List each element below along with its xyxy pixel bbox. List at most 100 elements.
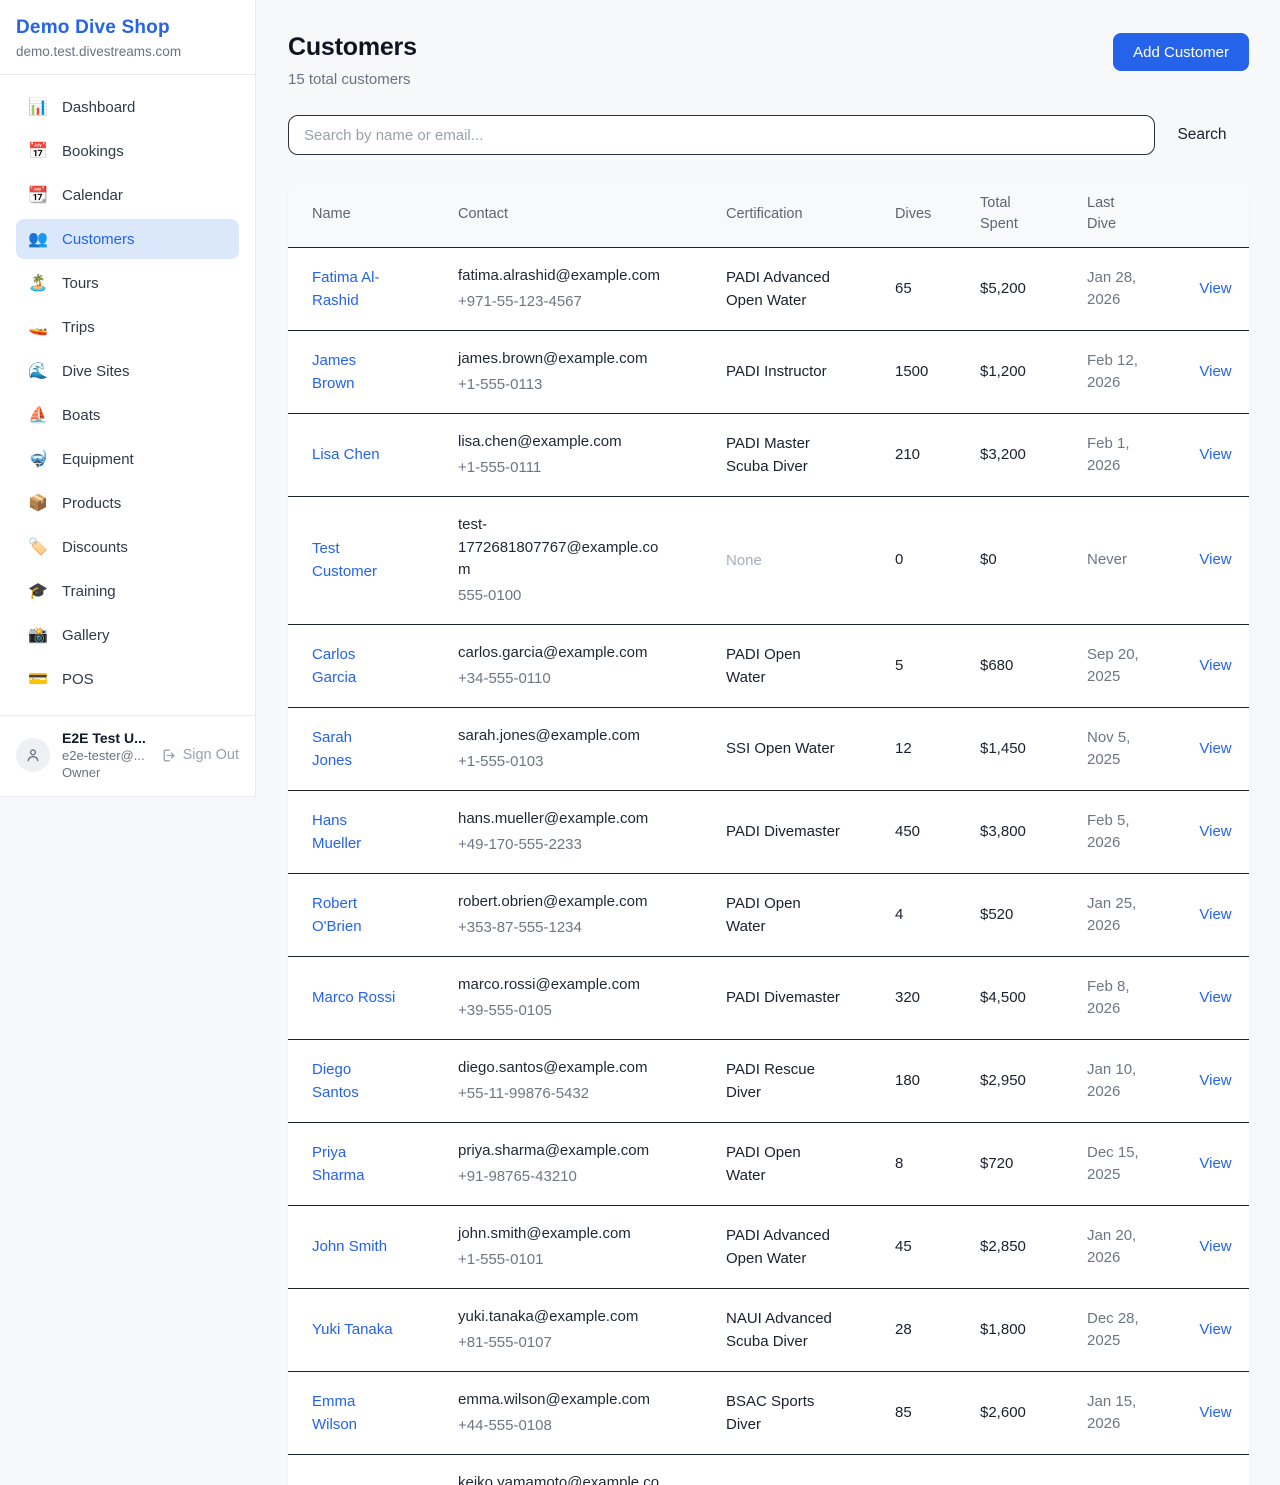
customer-name-link[interactable]: Yuki Tanaka (312, 1321, 393, 1338)
certification-cell: PADI Advanced Open Water (702, 247, 871, 331)
customer-name-link[interactable]: Marco Rossi (312, 989, 395, 1006)
view-link[interactable]: View (1199, 1403, 1232, 1421)
pos-icon: 💳 (28, 671, 48, 688)
view-link[interactable]: View (1199, 445, 1232, 463)
sign-out-icon (160, 747, 177, 764)
certification-cell: PADI Instructor (702, 330, 871, 414)
table-row: Fatima Al-Rashid fatima.alrashid@example.… (288, 247, 1249, 331)
sidebar-nav: 📊 Dashboard 📅 Bookings 📆 Calendar 👥 Customers 🏝️… (0, 75, 255, 715)
view-cell: View (1170, 1454, 1249, 1485)
customer-name-link[interactable]: Carlos Garcia (312, 646, 396, 686)
last-dive-cell: Dec 28, 2025 (1063, 1288, 1170, 1372)
dives-cell: 4 (871, 873, 956, 957)
customer-name-link[interactable]: Test Customer (312, 540, 396, 580)
view-link[interactable]: View (1199, 362, 1232, 380)
sidebar-item-label: Discounts (62, 538, 128, 556)
table-row: Emma Wilson emma.wilson@example.com +44-55… (288, 1371, 1249, 1455)
customers-table: Name Contact Certification Dives Total Spent… (288, 181, 1249, 1485)
add-customer-button[interactable]: Add Customer (1113, 33, 1249, 71)
sidebar-item-gallery[interactable]: 📸 Gallery (16, 615, 239, 655)
certification: BSAC Sports Diver (726, 1392, 815, 1433)
total-spent-cell: $680 (956, 624, 1063, 708)
view-link[interactable]: View (1199, 1320, 1232, 1338)
dives-cell: 5 (871, 624, 956, 708)
customer-name-link[interactable]: Lisa Chen (312, 446, 380, 463)
contact-cell: keiko.yamamoto@example.com+81-90-1234-56… (434, 1454, 702, 1485)
sidebar-item-dive-sites[interactable]: 🌊 Dive Sites (16, 351, 239, 391)
sidebar-item-bookings[interactable]: 📅 Bookings (16, 131, 239, 171)
table-row: Sarah Jones sarah.jones@example.com +1-555… (288, 707, 1249, 791)
name-cell: Emma Wilson (288, 1371, 434, 1455)
contact-cell: carlos.garcia@example.com +34-555-0110 (434, 624, 702, 708)
customer-phone: 555-0100 (458, 586, 522, 604)
sidebar-item-label: Tours (62, 274, 99, 292)
sidebar-item-tours[interactable]: 🏝️ Tours (16, 263, 239, 303)
view-link[interactable]: View (1199, 551, 1232, 569)
dives-cell: 210 (871, 413, 956, 497)
name-cell: Yuki Tanaka (288, 1288, 434, 1372)
last-dive: Feb 12, 2026 (1087, 351, 1138, 392)
view-link[interactable]: View (1199, 1237, 1232, 1255)
customer-name-link[interactable]: Sarah Jones (312, 729, 396, 769)
customer-name-link[interactable]: Hans Mueller (312, 812, 396, 852)
sidebar-item-discounts[interactable]: 🏷️ Discounts (16, 527, 239, 567)
view-link[interactable]: View (1199, 1071, 1232, 1089)
last-dive: Dec 15, 2025 (1087, 1143, 1139, 1184)
last-dive-cell: Jan 28, 2026 (1063, 247, 1170, 331)
total-spent-cell: $3,200 (956, 413, 1063, 497)
customer-name-link[interactable]: Fatima Al-Rashid (312, 269, 396, 309)
name-cell: Priya Sharma (288, 1122, 434, 1206)
dives-cell: 320 (871, 956, 956, 1040)
view-link[interactable]: View (1199, 1154, 1232, 1172)
dives-cell: 1500 (871, 330, 956, 414)
view-link[interactable]: View (1199, 656, 1232, 674)
sidebar-item-products[interactable]: 📦 Products (16, 483, 239, 523)
sidebar-item-trips[interactable]: 🚤 Trips (16, 307, 239, 347)
customer-name-link[interactable]: James Brown (312, 352, 396, 392)
search-input[interactable] (288, 115, 1155, 155)
name-cell: John Smith (288, 1205, 434, 1289)
customer-name-link[interactable]: John Smith (312, 1238, 387, 1255)
column-header-actions (1170, 181, 1249, 248)
certification: PADI Open Water (726, 645, 801, 686)
sidebar-item-dashboard[interactable]: 📊 Dashboard (16, 87, 239, 127)
customer-email: emma.wilson@example.com (458, 1391, 650, 1409)
sidebar-item-label: Dashboard (62, 98, 136, 116)
sign-out-button[interactable]: Sign Out (160, 747, 239, 764)
user-avatar (16, 738, 50, 772)
last-dive-cell: Jan 20, 2026 (1063, 1205, 1170, 1289)
column-header-last-dive: Last Dive (1063, 181, 1170, 248)
view-link[interactable]: View (1199, 988, 1232, 1006)
customer-name: Hans Mueller (312, 811, 362, 852)
sidebar-item-boats[interactable]: ⛵ Boats (16, 395, 239, 435)
search-row: Search (288, 115, 1249, 155)
sidebar-item-customers[interactable]: 👥 Customers (16, 219, 239, 259)
dives-cell: 0 (871, 496, 956, 625)
customer-phone: +91-98765-43210 (458, 1167, 577, 1185)
column-header-label: Contact (458, 205, 508, 222)
view-cell: View (1170, 1039, 1249, 1123)
certification: PADI Divemaster (726, 989, 840, 1007)
customer-phone: +1-555-0101 (458, 1250, 544, 1268)
customer-name-link[interactable]: Priya Sharma (312, 1144, 396, 1184)
view-link[interactable]: View (1199, 739, 1232, 757)
customer-name-link[interactable]: Emma Wilson (312, 1393, 396, 1433)
sidebar-item-calendar[interactable]: 📆 Calendar (16, 175, 239, 215)
contact-cell: emma.wilson@example.com +44-555-0108 (434, 1371, 702, 1455)
view-link[interactable]: View (1199, 822, 1232, 840)
last-dive-cell: Feb 10, 2026 (1063, 1454, 1170, 1485)
view-link[interactable]: View (1199, 905, 1232, 923)
view-link[interactable]: View (1199, 279, 1232, 297)
customer-name-link[interactable]: Diego Santos (312, 1061, 396, 1101)
customer-name-link[interactable]: Robert O'Brien (312, 895, 396, 935)
search-button[interactable]: Search (1155, 126, 1249, 144)
sidebar-item-label: Calendar (62, 186, 123, 204)
sidebar-item-equipment[interactable]: 🤿 Equipment (16, 439, 239, 479)
customer-phone: +39-555-0105 (458, 1001, 552, 1019)
sidebar-item-pos[interactable]: 💳 POS (16, 659, 239, 699)
view-cell: View (1170, 873, 1249, 957)
sidebar-item-training[interactable]: 🎓 Training (16, 571, 239, 611)
sidebar-item-label: Gallery (62, 626, 110, 644)
customer-email: keiko.yamamoto@example.com (458, 1474, 660, 1485)
certification: NAUI Advanced Scuba Diver (726, 1309, 832, 1350)
